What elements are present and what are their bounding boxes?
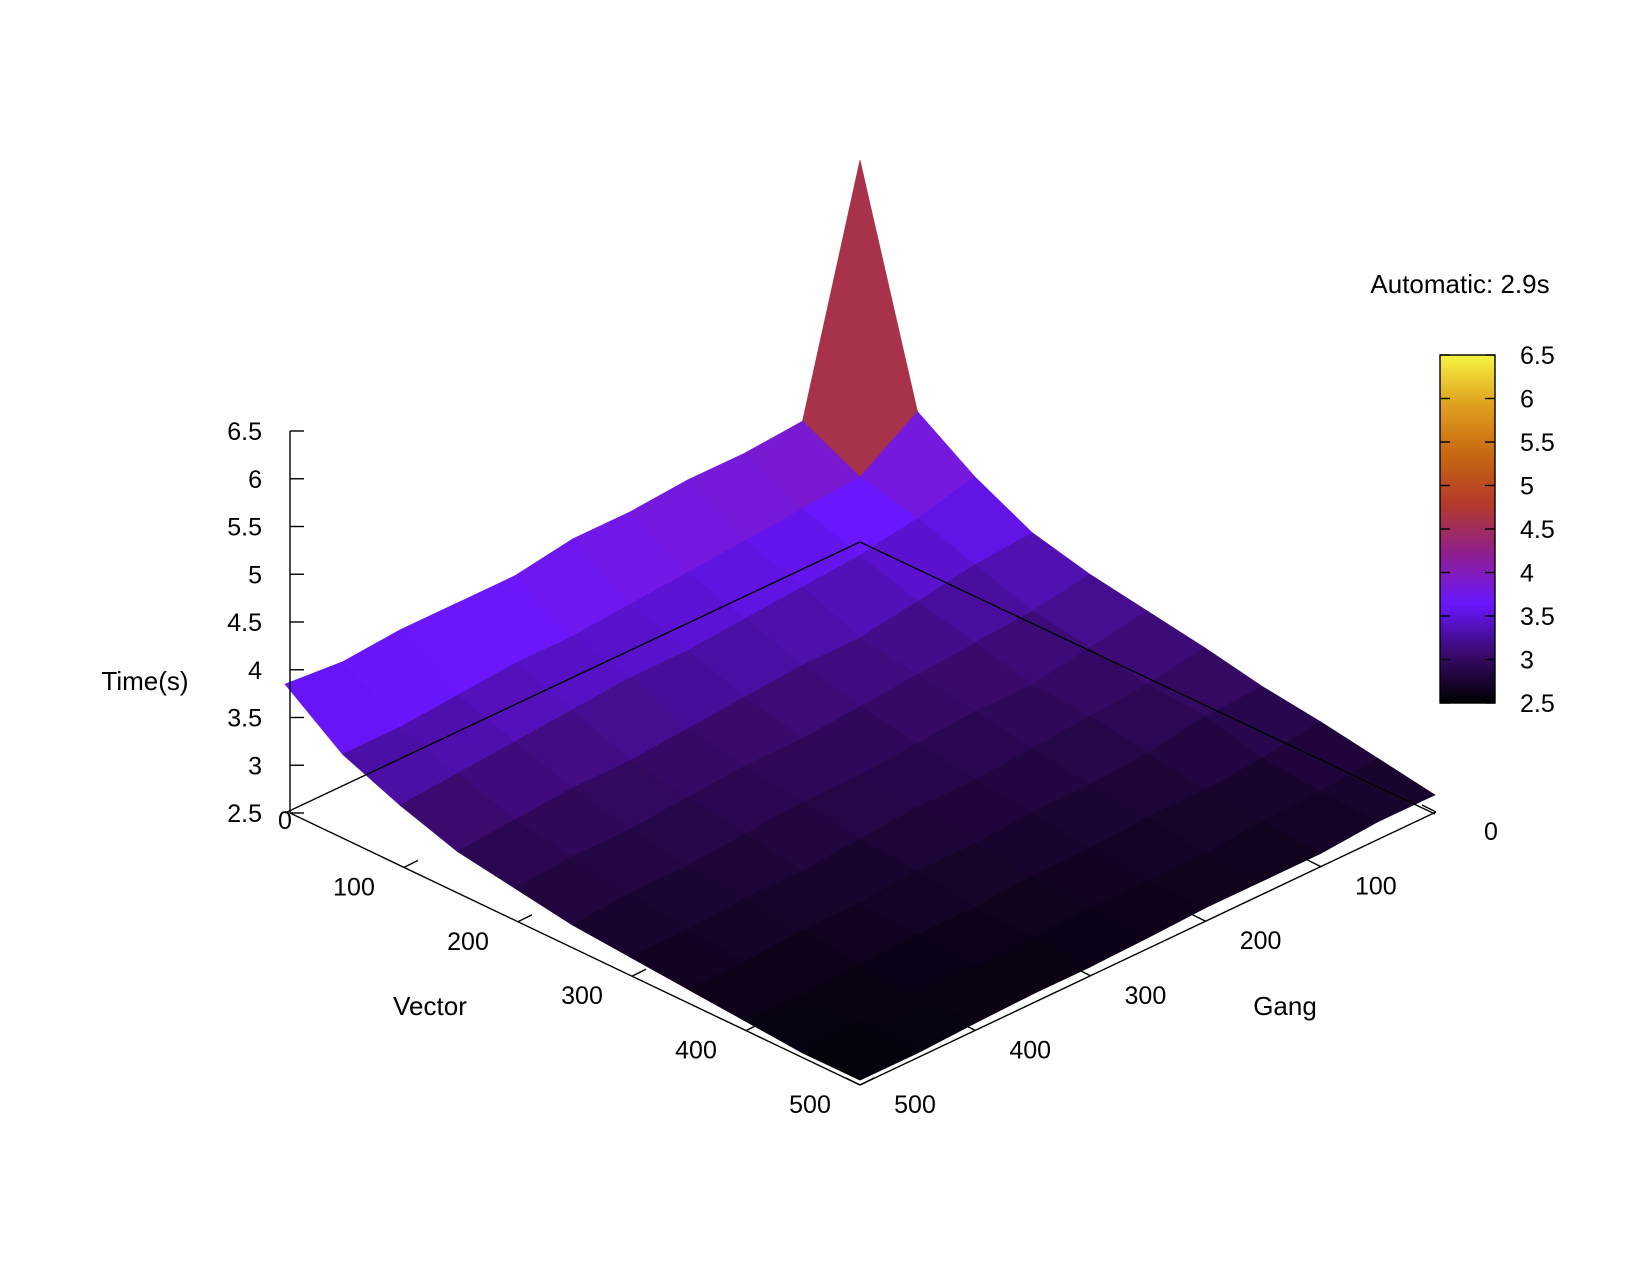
vector-tick [517,914,533,923]
z-tick-label: 5.5 [227,514,262,542]
y-axis-label: Gang [1253,991,1317,1021]
vector-tick-label: 0 [278,807,292,835]
gang-tick [1421,804,1437,813]
colorbar-tick-label: 3 [1520,647,1534,675]
gang-tick-label: 0 [1484,818,1498,846]
gang-axis-line [859,811,1437,1086]
z-tick-label: 4.5 [227,609,262,637]
gang-tick-label: 100 [1355,873,1397,901]
z-tick-label: 6 [248,466,262,494]
surface-facet [801,1022,919,1081]
gang-tick [1191,913,1206,922]
x-axis-label: Vector [393,991,467,1021]
z-tick-label: 3 [248,752,262,780]
vector-axis-line [289,812,861,1086]
gang-tick [960,1022,976,1032]
vector-tick-label: 200 [447,928,489,956]
vector-tick [631,968,647,977]
colorbar-tick-label: 3.5 [1520,603,1555,631]
vector-tick [745,1022,761,1032]
colorbar-tick-label: 4.5 [1520,516,1555,544]
gang-tick-label: 400 [1009,1036,1051,1064]
colorbar-tick-label: 4 [1520,560,1534,588]
vector-tick [403,859,419,869]
gang-tick-label: 500 [894,1091,936,1119]
gang-tick [1306,858,1322,868]
vector-tick-label: 500 [789,1091,831,1119]
z-tick-label: 3.5 [227,705,262,733]
gang-tick-label: 200 [1240,927,1282,955]
floor-back-edge-gang [859,541,1436,815]
colorbar-tick-label: 2.5 [1520,690,1555,718]
vector-tick [859,1077,875,1086]
gang-tick-label: 300 [1125,982,1167,1010]
surface-mesh [284,159,1436,1081]
z-tick-label: 2.5 [227,800,262,828]
vector-tick-label: 400 [675,1037,717,1065]
automatic-time-annotation: Automatic: 2.9s [1370,269,1549,299]
vector-tick-label: 300 [561,982,603,1010]
floor-back-edge-vector [284,541,861,814]
z-tick-label: 5 [248,561,262,589]
z-tick-label: 6.5 [227,418,262,446]
gang-tick [1076,968,1091,977]
colorbar-tick-label: 5 [1520,473,1534,501]
colorbar-tick-label: 6.5 [1520,342,1555,370]
z-tick-label: 4 [248,657,262,685]
vector-tick-label: 100 [333,873,375,901]
axes: 0 100 200 300 400 500 0 100 200 300 400 500 2.5 3 3.5 4… [227,418,1498,1119]
surface-facet [802,159,918,478]
z-axis-label: Time(s) [101,666,188,696]
gang-tick [845,1077,861,1086]
colorbar-tick-label: 5.5 [1520,429,1555,457]
colorbar-tick-label: 6 [1520,386,1534,414]
colorbar: 2.5 3 3.5 4 4.5 5 5.5 6 6.5 [1439,342,1555,718]
